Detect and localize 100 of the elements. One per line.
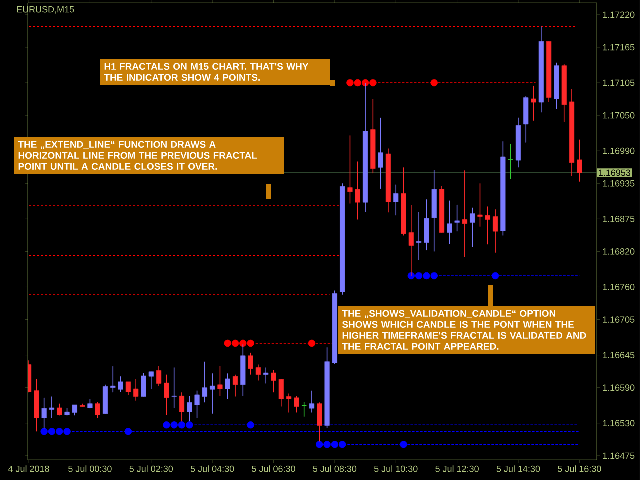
candlestick <box>148 371 154 390</box>
candlestick <box>454 204 460 232</box>
candlestick <box>264 367 269 384</box>
candlestick <box>378 118 384 190</box>
candlestick <box>294 396 300 414</box>
candlestick <box>126 382 131 396</box>
candlestick <box>172 367 177 408</box>
point <box>316 441 324 448</box>
point <box>408 272 416 280</box>
candlestick <box>493 209 498 254</box>
y-tick-label: 1.17165 <box>603 44 635 51</box>
candlestick <box>141 372 146 398</box>
point <box>423 272 430 280</box>
candlestick <box>218 366 223 397</box>
point <box>331 441 339 448</box>
annotation: THE „EXTEND_LINE“ FUNCTION DRAWS A HORIZONTAL LINE FROM THE PREVIOUS FRACTAL POINT UNTIL A CANDLE CLOSES IT OVER. <box>18 141 258 170</box>
candlestick <box>286 393 292 414</box>
candlestick <box>485 206 490 245</box>
y-tick-label: 1.16990 <box>603 148 635 154</box>
candlestick <box>416 212 422 260</box>
y-tick-label: 1.17105 <box>603 80 635 86</box>
candlestick <box>577 139 582 182</box>
y-tick-label: 1.16875 <box>603 216 635 222</box>
point <box>308 340 316 348</box>
candlestick <box>271 370 276 393</box>
candlestick <box>302 402 308 418</box>
candlestick <box>210 373 216 414</box>
x-tick-label: 5 Jul 16:30 <box>558 466 602 472</box>
point <box>354 79 362 87</box>
point <box>415 272 423 280</box>
point <box>324 441 331 448</box>
x-tick-label: 5 Jul 08:30 <box>313 466 357 472</box>
candlestick <box>194 390 200 418</box>
y-tick-label: 1.16645 <box>603 352 635 358</box>
ref-line-label: 1.16953 <box>599 170 631 176</box>
candlestick <box>309 390 315 414</box>
point <box>64 428 71 436</box>
candlestick <box>72 404 78 416</box>
x-tick-label: 5 Jul 02:30 <box>130 466 174 472</box>
point <box>338 441 346 448</box>
candlestick <box>508 144 514 180</box>
candlestick <box>110 366 116 393</box>
point <box>400 441 408 448</box>
y-tick-label: 1.16590 <box>603 384 635 392</box>
x-tick-label: 5 Jul 12:30 <box>436 466 479 472</box>
candlestick <box>447 200 452 244</box>
point <box>370 79 377 87</box>
point <box>430 272 438 280</box>
y-tick-label: 1.16935 <box>603 180 635 187</box>
y-tick-label: 1.16530 <box>603 420 635 427</box>
candlestick <box>134 378 139 402</box>
candlestick <box>232 374 238 398</box>
point <box>224 340 232 348</box>
x-tick-label: 5 Jul 10:30 <box>374 466 418 472</box>
candlestick <box>187 396 192 422</box>
point <box>232 340 240 348</box>
point <box>124 428 132 436</box>
candlestick <box>531 86 536 122</box>
point <box>170 422 178 429</box>
point <box>48 428 56 436</box>
point <box>247 422 254 429</box>
x-tick-label: 5 Jul 00:30 <box>68 466 112 472</box>
x-tick-label: 5 Jul 06:30 <box>252 466 296 472</box>
point <box>362 79 370 87</box>
y-tick-label: 1.16475 <box>603 452 635 460</box>
point <box>40 428 48 436</box>
candlestick <box>225 373 230 400</box>
candlestick <box>470 207 476 248</box>
candlestick <box>49 396 55 418</box>
candlestick <box>348 135 353 204</box>
point <box>492 272 500 280</box>
point <box>186 422 194 429</box>
annotation: THE „SHOWS_VALIDATION_CANDLE“ OPTION SHOWS WHICH CANDLE IS THE PONT WHEN THE HIGHER TIMEFRAME'S FRACTAL IS VALIDATED AND THE FRACTAL POINT APPEARED. <box>342 310 586 350</box>
candlestick <box>394 184 399 216</box>
x-tick-label: 4 Jul 2018 <box>8 466 50 472</box>
y-tick-label: 1.16760 <box>603 284 635 290</box>
y-tick-label: 1.17050 <box>603 112 635 119</box>
point <box>56 428 64 436</box>
candlestick <box>478 183 483 228</box>
candlestick <box>462 170 468 258</box>
chart-title: EURUSD,M15 <box>17 6 74 14</box>
candlestick <box>202 361 208 404</box>
candlestick <box>355 161 360 220</box>
candlestick <box>164 374 170 416</box>
candlestick <box>179 392 185 422</box>
candlestick <box>118 376 124 392</box>
x-tick-label: 5 Jul 04:30 <box>190 466 234 472</box>
point <box>346 79 354 87</box>
candlestick <box>156 366 162 386</box>
annotation: H1 FRACTALS ON M15 CHART. THAT'S WHY THE INDICATOR SHOW 4 POINTS. <box>104 63 309 81</box>
candlestick <box>248 352 254 376</box>
point <box>430 79 438 87</box>
x-tick-label: 5 Jul 14:30 <box>496 466 540 472</box>
y-tick-label: 1.16705 <box>603 316 635 323</box>
point <box>247 340 254 348</box>
point <box>240 340 247 348</box>
point <box>163 422 170 429</box>
point <box>178 422 186 429</box>
candlestick <box>256 364 261 382</box>
y-tick-label: 1.17220 <box>603 12 635 18</box>
